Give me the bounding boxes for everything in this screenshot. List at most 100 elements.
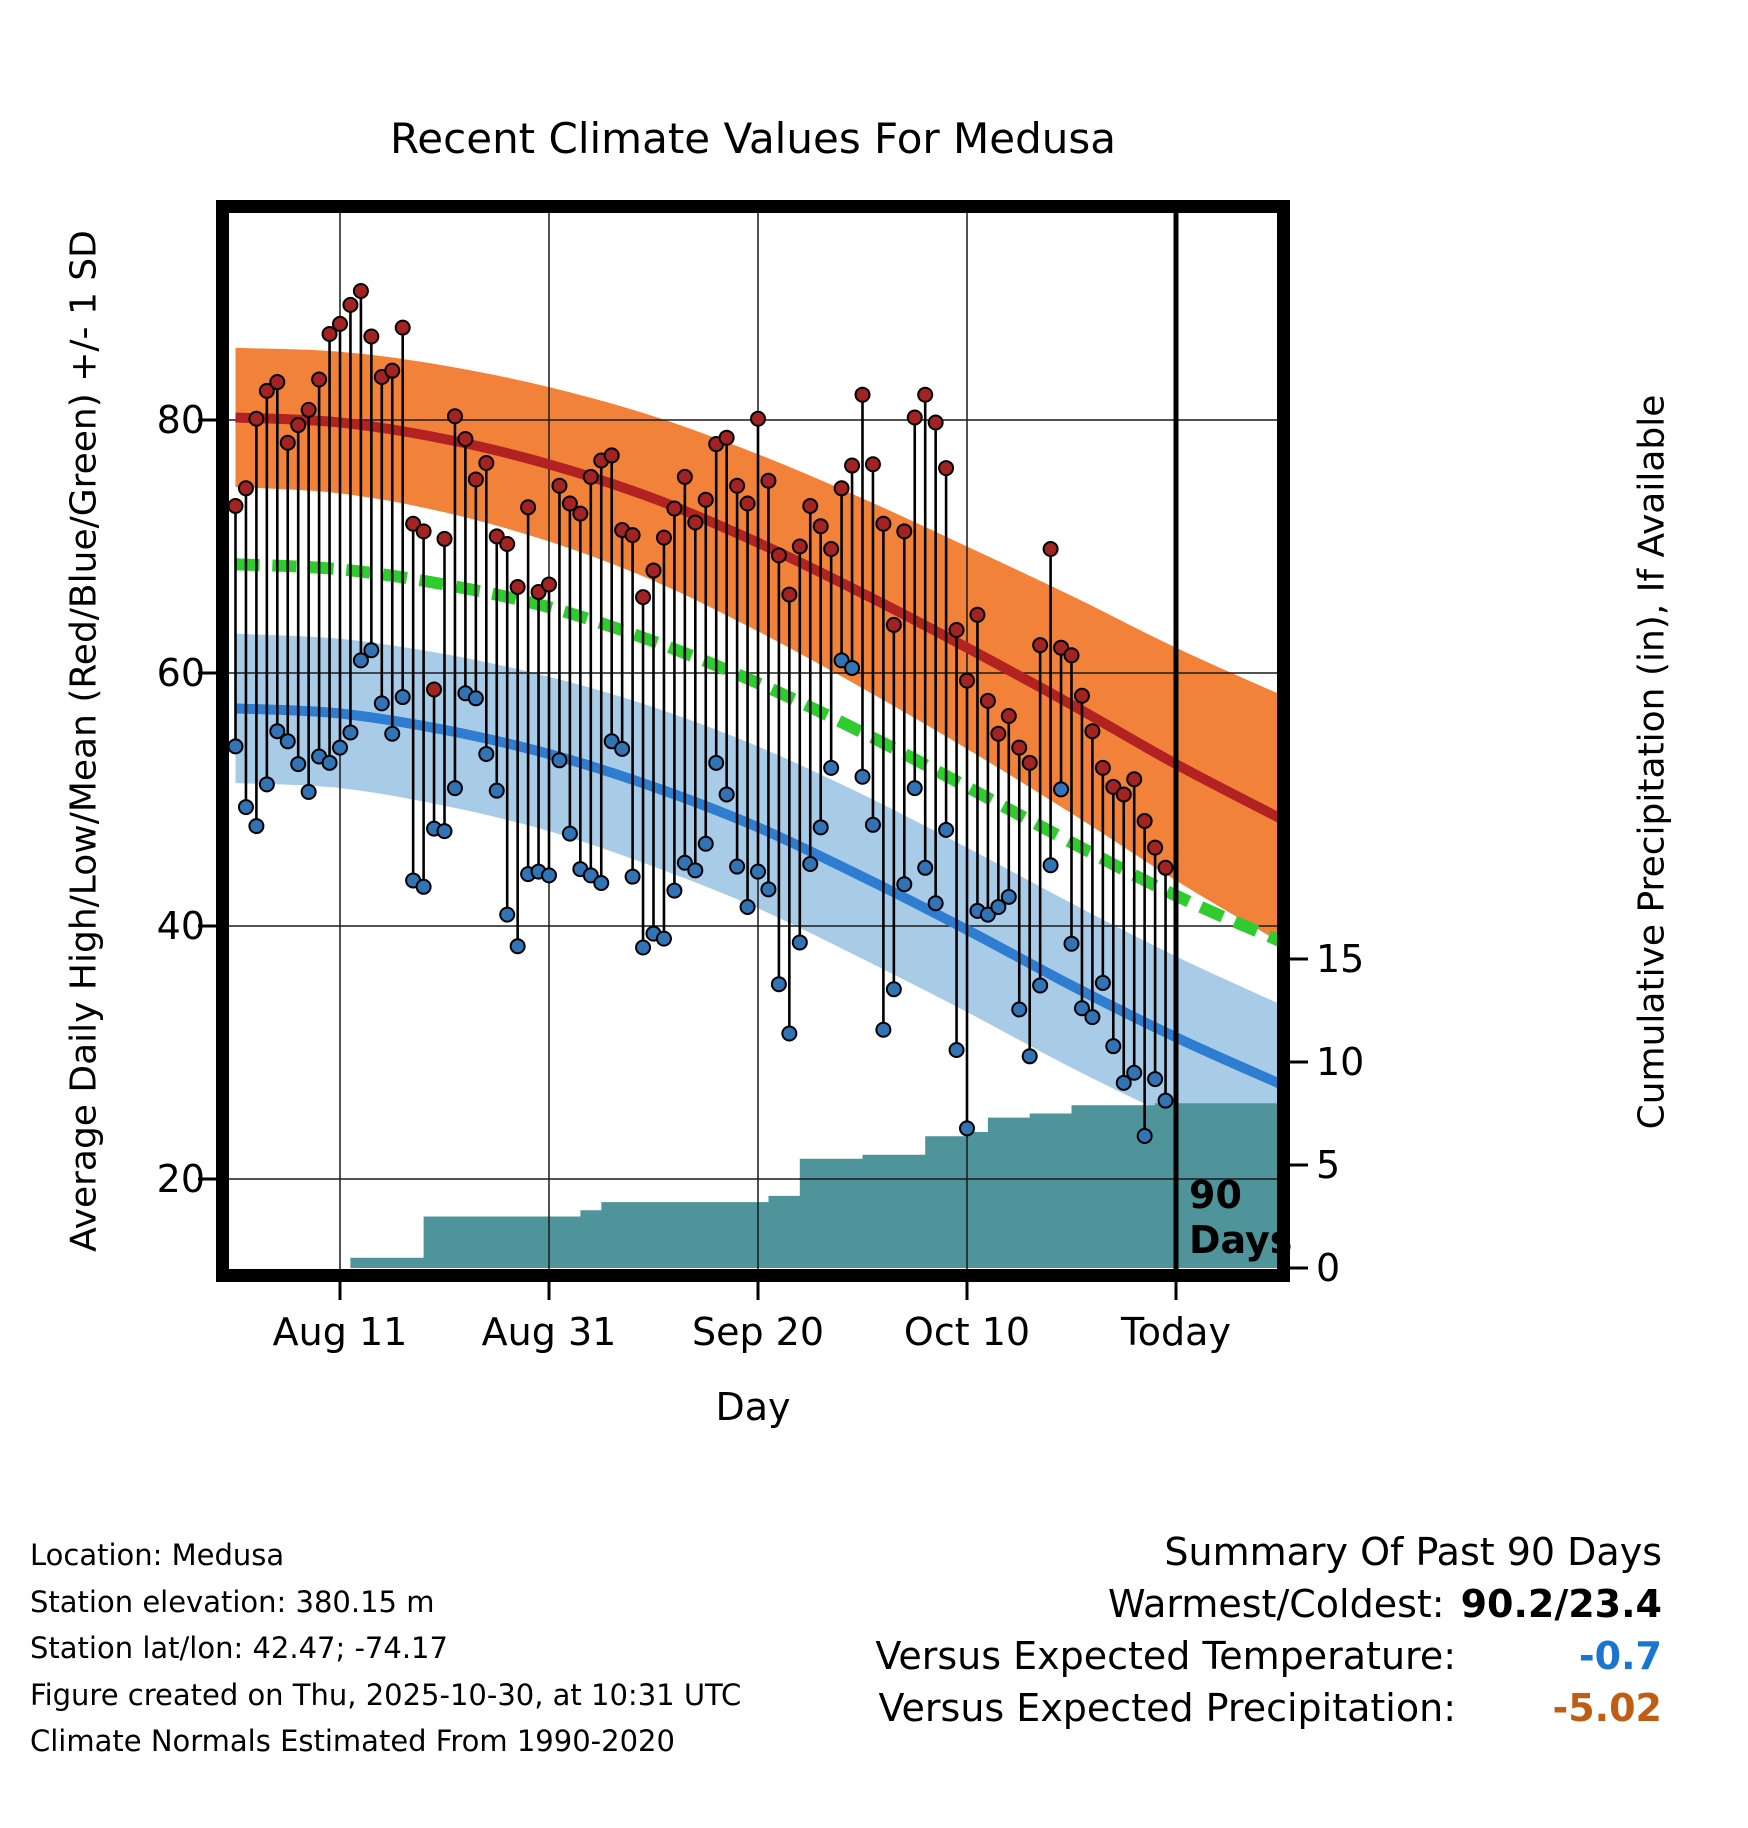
x-tick-label: Today bbox=[1120, 1310, 1231, 1354]
daily-low-dot bbox=[332, 739, 348, 756]
daily-low-dot bbox=[478, 745, 495, 762]
daily-low-dot bbox=[593, 874, 610, 891]
daily-low-dot bbox=[823, 759, 840, 776]
daily-high-dot bbox=[405, 515, 422, 532]
daily-high-dot bbox=[1115, 786, 1132, 803]
daily-low-dot bbox=[750, 863, 766, 880]
daily-low-dot bbox=[676, 854, 693, 871]
daily-low-dot bbox=[864, 816, 881, 833]
daily-low-dot bbox=[384, 725, 401, 742]
daily-low-dot bbox=[760, 881, 777, 898]
daily-low-dot bbox=[352, 652, 369, 669]
daily-high-dot bbox=[812, 518, 829, 535]
daily-low-dot bbox=[1084, 1009, 1101, 1026]
daily-low-dot bbox=[394, 689, 411, 706]
daily-high-dot bbox=[352, 282, 369, 299]
daily-high-dot bbox=[457, 430, 474, 447]
daily-low-dot bbox=[687, 862, 704, 879]
daily-high-dot bbox=[1042, 541, 1059, 558]
daily-high-dot bbox=[342, 296, 359, 313]
daily-low-dot bbox=[885, 981, 902, 998]
x-tick-label: Oct 10 bbox=[904, 1310, 1030, 1354]
right-tick-label: 10 bbox=[1316, 1040, 1364, 1084]
daily-high-dot bbox=[478, 455, 495, 472]
left-tick-label: 20 bbox=[157, 1157, 205, 1201]
daily-low-dot bbox=[917, 859, 934, 876]
x-tick-label: Aug 11 bbox=[273, 1310, 408, 1354]
daily-high-dot bbox=[1105, 778, 1122, 795]
daily-low-dot bbox=[415, 878, 432, 895]
daily-high-dot bbox=[551, 477, 568, 494]
daily-low-dot bbox=[854, 768, 871, 785]
daily-high-dot bbox=[687, 514, 704, 531]
daily-high-dot bbox=[885, 616, 902, 633]
daily-high-dot bbox=[1063, 647, 1080, 664]
daily-low-dot bbox=[237, 799, 254, 816]
right-tick-label: 5 bbox=[1316, 1143, 1340, 1187]
cumulative-precip-area bbox=[235, 1103, 1277, 1268]
daily-low-dot bbox=[1053, 781, 1070, 798]
chart-title: Recent Climate Values For Medusa bbox=[390, 114, 1116, 163]
daily-high-dot bbox=[530, 584, 547, 601]
daily-low-dot bbox=[1073, 1000, 1090, 1017]
daily-high-dot bbox=[823, 541, 840, 558]
daily-high-dot bbox=[854, 386, 871, 403]
daily-low-dot bbox=[1147, 1071, 1164, 1088]
daily-high-dot bbox=[635, 589, 652, 606]
daily-high-dot bbox=[279, 434, 296, 451]
daily-high-dot bbox=[760, 472, 777, 489]
daily-high-dot bbox=[624, 527, 641, 544]
daily-low-dot bbox=[614, 740, 631, 757]
daily-high-dot bbox=[269, 374, 286, 391]
daily-high-dot bbox=[896, 523, 913, 540]
daily-low-dot bbox=[833, 652, 850, 669]
daily-low-dot bbox=[603, 733, 620, 750]
daily-high-dot bbox=[791, 538, 808, 555]
daily-high-dot bbox=[467, 471, 484, 488]
station-info-block: Location: Medusa Station elevation: 380.… bbox=[30, 1532, 741, 1765]
daily-high-dot bbox=[1084, 723, 1101, 740]
daily-high-dot bbox=[864, 456, 881, 473]
daily-high-dot bbox=[802, 498, 819, 515]
daily-low-dot bbox=[1115, 1074, 1132, 1091]
daily-low-dot bbox=[436, 823, 453, 840]
daily-high-dot bbox=[718, 429, 735, 446]
daily-high-dot bbox=[1157, 859, 1174, 876]
daily-high-dot bbox=[676, 468, 693, 485]
daily-high-dot bbox=[499, 535, 516, 552]
daily-high-dot bbox=[917, 386, 934, 403]
x-tick-label: Aug 31 bbox=[482, 1310, 617, 1354]
daily-high-dot bbox=[750, 410, 766, 427]
daily-high-dot bbox=[927, 414, 944, 431]
daily-high-dot bbox=[541, 576, 557, 593]
daily-high-dot bbox=[332, 315, 348, 332]
summary-row-vs-precipitation: Versus Expected Precipitation: -5.02 bbox=[875, 1682, 1663, 1734]
daily-low-dot bbox=[655, 930, 672, 947]
daily-high-dot bbox=[446, 408, 463, 425]
daily-high-dot bbox=[990, 725, 1007, 742]
daily-low-dot bbox=[739, 899, 756, 916]
daily-low-dot bbox=[927, 895, 944, 912]
daily-low-dot bbox=[1136, 1127, 1153, 1144]
daily-low-dot bbox=[781, 1025, 798, 1042]
daily-low-dot bbox=[1042, 857, 1059, 874]
climate-normals-note: Climate Normals Estimated From 1990-2020 bbox=[30, 1724, 675, 1758]
x-tick-label: Sep 20 bbox=[692, 1310, 824, 1354]
figure-created-timestamp: Figure created on Thu, 2025-10-30, at 10… bbox=[30, 1677, 742, 1712]
daily-low-dot bbox=[446, 780, 463, 797]
daily-high-dot bbox=[509, 578, 526, 595]
summary-value-0: 90.2/23.4 bbox=[1460, 1582, 1662, 1626]
daily-low-dot bbox=[844, 659, 861, 676]
daily-high-dot bbox=[655, 529, 672, 546]
daily-high-dot bbox=[394, 319, 411, 336]
daily-low-dot bbox=[666, 882, 683, 899]
daily-high-dot bbox=[415, 523, 432, 540]
daily-high-dot bbox=[582, 468, 599, 485]
x-axis-label: Day bbox=[715, 1385, 791, 1429]
daily-high-dot bbox=[237, 480, 254, 497]
daily-low-dot bbox=[582, 867, 599, 884]
right-tick-label: 0 bbox=[1316, 1246, 1340, 1290]
